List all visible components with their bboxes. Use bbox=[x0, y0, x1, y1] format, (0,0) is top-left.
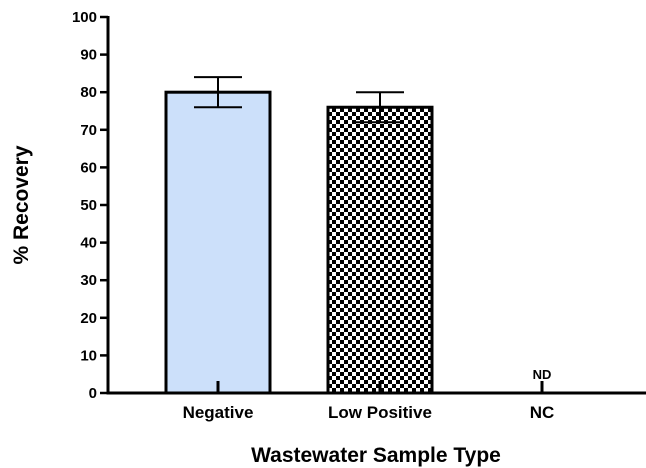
x-tick-label: Negative bbox=[183, 403, 254, 422]
bars-layer bbox=[164, 76, 434, 395]
bar-negative bbox=[164, 90, 272, 395]
y-tick-label: 40 bbox=[80, 235, 97, 252]
x-axis-title: Wastewater Sample Type bbox=[251, 444, 501, 467]
y-tick-label: 80 bbox=[80, 84, 97, 101]
y-tick-label: 70 bbox=[80, 122, 97, 139]
y-tick-label: 20 bbox=[80, 310, 97, 327]
x-tick-label: NC bbox=[530, 403, 555, 422]
y-tick-label: 10 bbox=[80, 347, 97, 364]
axes-layer bbox=[100, 15, 646, 395]
bar-low-positive bbox=[326, 105, 434, 395]
y-tick-label: 90 bbox=[80, 47, 97, 64]
y-tick-label: 60 bbox=[80, 159, 97, 176]
annotation-label: ND bbox=[533, 367, 552, 382]
y-tick-label: 30 bbox=[80, 272, 97, 289]
y-tick-label: 50 bbox=[80, 197, 97, 214]
labels-layer: ND 0 10 20 30 40 50 60 70 80 90 100 Negative Low Posi… bbox=[72, 9, 554, 422]
y-tick-label: 100 bbox=[72, 9, 97, 26]
x-tick-label: Low Positive bbox=[328, 403, 432, 422]
y-axis-title: % Recovery bbox=[10, 145, 33, 264]
y-tick-label: 0 bbox=[89, 385, 97, 402]
